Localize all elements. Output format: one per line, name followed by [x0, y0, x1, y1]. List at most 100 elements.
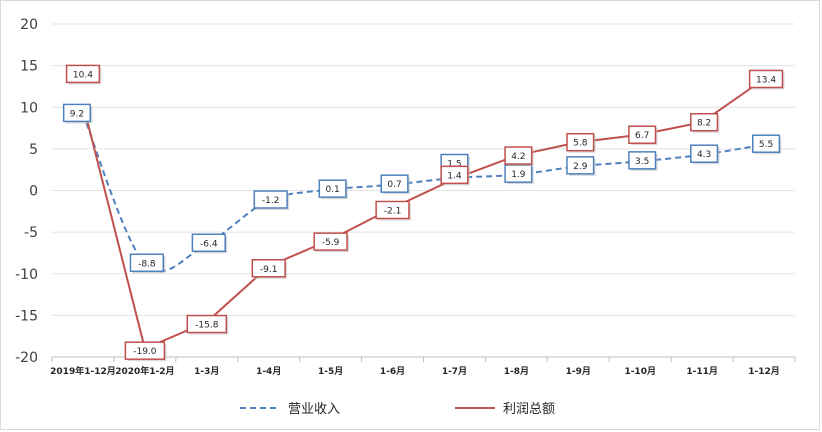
data-label-text: 0.1 — [325, 185, 339, 195]
data-label: 4.3 — [690, 144, 720, 165]
data-label-text: 6.7 — [635, 131, 649, 141]
data-label-box — [566, 132, 595, 152]
data-label-box — [628, 151, 657, 170]
data-label-box — [318, 179, 347, 198]
data-label: 6.7 — [628, 125, 658, 146]
y-tick-label: -10 — [15, 267, 38, 283]
data-label-text: -5.9 — [322, 238, 340, 248]
legend-label: 营业收入 — [288, 402, 340, 417]
data-label: 3.5 — [628, 151, 658, 171]
data-label-text: -1.2 — [262, 196, 280, 206]
legend: 营业收入 利润总额 — [240, 402, 555, 417]
data-label: 0.7 — [380, 174, 410, 195]
data-label-box — [253, 190, 288, 209]
data-label-text: -19.0 — [133, 347, 157, 357]
data-label-text: 13.4 — [756, 75, 776, 85]
y-tick-label: 5 — [29, 142, 38, 158]
data-label-box — [191, 233, 226, 253]
y-axis: 20 15 10 5 0 -5 -10 -15 -20 — [15, 17, 38, 366]
data-label-text: 0.7 — [387, 180, 401, 190]
x-tick-label: 2020年1-2月 — [115, 365, 174, 377]
y-tick-label: 10 — [20, 100, 38, 116]
data-label: 4.2 — [504, 146, 534, 167]
y-tick-label: -15 — [15, 308, 38, 324]
data-label: -9.1 — [251, 259, 288, 279]
y-tick-label: -20 — [15, 350, 38, 366]
x-tick-label: 2019年1-12月 — [50, 365, 116, 377]
legend-label: 利润总额 — [503, 402, 555, 417]
x-tick-label: 1-5月 — [318, 366, 343, 377]
data-label-box — [62, 103, 92, 123]
data-label-box — [690, 144, 719, 163]
y-tick-label: 15 — [20, 59, 38, 75]
x-tick-label: 1-3月 — [194, 366, 219, 377]
data-label-box — [313, 232, 348, 251]
data-label-text: 3.5 — [635, 157, 649, 167]
y-tick-label: 20 — [20, 17, 38, 33]
data-label: -19.0 — [124, 341, 167, 362]
data-label: 0.1 — [318, 179, 348, 200]
data-label-box — [375, 200, 410, 220]
data-label-text: 1.5 — [447, 160, 461, 170]
data-label-text: 1.9 — [511, 170, 526, 180]
data-label-text: 4.2 — [511, 152, 525, 162]
data-label: 5.5 — [751, 134, 782, 155]
data-label-text: -2.1 — [384, 206, 402, 216]
data-label: 1.4 — [440, 165, 470, 186]
x-tick-label: 1-11月 — [686, 366, 718, 377]
data-label: 9.2 — [62, 103, 93, 124]
data-label-box — [380, 174, 409, 193]
data-labels: 9.2 -8.8 -6.4 -1.2 0.1 0.7 1.5 1.9 2.9 3.5 4.3 5.5 1… — [62, 64, 785, 362]
data-label-box — [751, 134, 781, 153]
data-label-box — [129, 253, 165, 273]
data-label-box — [566, 156, 595, 175]
series-layer — [81, 78, 765, 351]
data-label: 5.8 — [566, 132, 596, 153]
data-label: -2.1 — [375, 200, 411, 221]
data-label: 1.9 — [504, 164, 534, 185]
x-axis: 2019年1-12月 2020年1-2月 1-3月 1-4月 1-5月 1-6月 1-7月 1… — [50, 357, 796, 377]
data-label-box — [748, 69, 784, 89]
data-label: -15.8 — [186, 314, 229, 335]
data-label-box — [65, 64, 101, 84]
x-tick-label: 1-10月 — [624, 366, 656, 377]
y-tick-label: 0 — [29, 184, 38, 200]
data-label: -5.9 — [313, 232, 350, 253]
data-label-text: -6.4 — [200, 239, 218, 249]
data-label-box — [690, 112, 719, 132]
data-label-text: 5.8 — [573, 139, 588, 149]
data-label-box — [628, 125, 657, 144]
data-label-text: 4.3 — [697, 150, 711, 160]
data-label: -1.2 — [253, 190, 290, 210]
x-tick-label: 1-12月 — [748, 366, 780, 377]
data-label-text: -8.8 — [138, 259, 156, 269]
data-label-text: -15.8 — [195, 321, 219, 331]
data-label: -8.8 — [129, 253, 166, 274]
data-label-text: -9.1 — [260, 265, 278, 275]
x-tick-label: 1-9月 — [566, 366, 591, 377]
data-label-text: 10.4 — [73, 70, 93, 80]
data-label-box — [504, 146, 533, 165]
data-label: 10.4 — [65, 64, 102, 85]
x-tick-label: 1-6月 — [380, 366, 405, 377]
data-label-box — [251, 259, 286, 278]
data-label-text: 2.9 — [573, 162, 588, 172]
data-label: 2.9 — [566, 156, 596, 176]
x-tick-label: 1-7月 — [442, 366, 467, 377]
data-label-text: 8.2 — [697, 119, 711, 129]
y-tick-label: -5 — [24, 225, 38, 241]
series-line-2 — [81, 78, 765, 351]
gridlines — [52, 23, 795, 358]
data-label-box — [124, 341, 166, 360]
data-label-text: 1.4 — [447, 171, 462, 181]
data-label: 8.2 — [690, 112, 720, 133]
x-tick-label: 1-8月 — [504, 366, 529, 377]
data-label-text: 9.2 — [70, 109, 84, 119]
data-label: 13.4 — [748, 69, 785, 90]
data-label: -6.4 — [191, 233, 228, 254]
data-label-text: 5.5 — [759, 140, 773, 150]
data-label-box — [186, 314, 228, 334]
x-tick-label: 1-4月 — [256, 366, 281, 377]
